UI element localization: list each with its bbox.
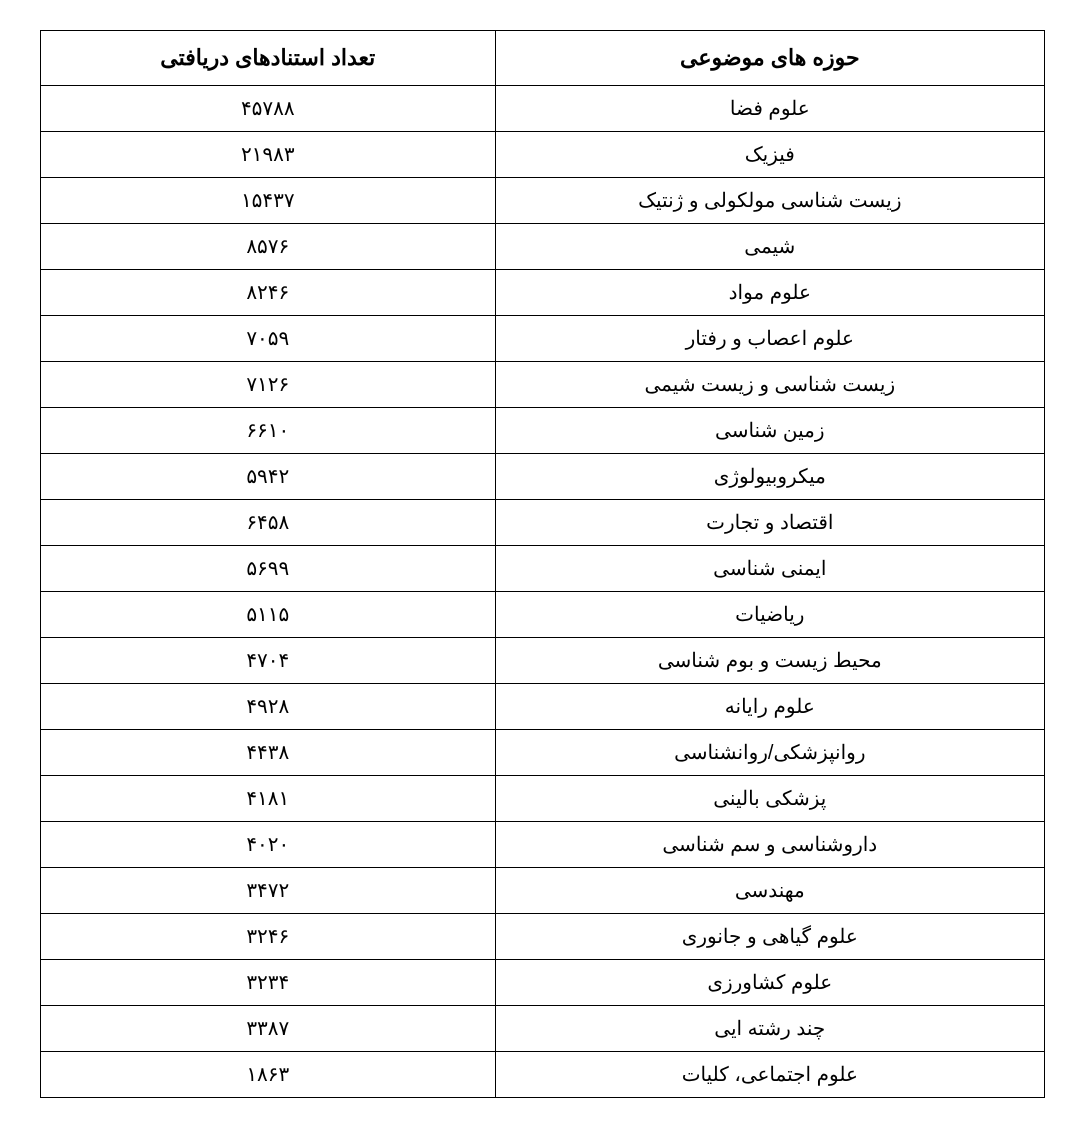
cell-count: ۷۱۲۶ [41, 362, 496, 408]
cell-subject: علوم فضا [495, 86, 1044, 132]
table-body: ۴۵۷۸۸ علوم فضا ۲۱۹۸۳ فیزیک ۱۵۴۳۷ زیست شن… [41, 86, 1045, 1098]
cell-subject: میکروبیولوژی [495, 454, 1044, 500]
cell-count: ۲۱۹۸۳ [41, 132, 496, 178]
cell-count: ۴۹۲۸ [41, 684, 496, 730]
cell-count: ۴۴۳۸ [41, 730, 496, 776]
table-row: ۳۳۸۷ چند رشته ایی [41, 1006, 1045, 1052]
cell-count: ۷۰۵۹ [41, 316, 496, 362]
table-row: ۱۸۶۳ علوم اجتماعی، کلیات [41, 1052, 1045, 1098]
cell-count: ۵۶۹۹ [41, 546, 496, 592]
cell-subject: پزشکی بالینی [495, 776, 1044, 822]
cell-subject: علوم اعصاب و رفتار [495, 316, 1044, 362]
cell-subject: زمین شناسی [495, 408, 1044, 454]
cell-subject: علوم کشاورزی [495, 960, 1044, 1006]
cell-count: ۴۵۷۸۸ [41, 86, 496, 132]
table-row: ۷۱۲۶ زیست شناسی و زیست شیمی [41, 362, 1045, 408]
cell-count: ۴۷۰۴ [41, 638, 496, 684]
cell-count: ۳۲۴۶ [41, 914, 496, 960]
cell-count: ۸۲۴۶ [41, 270, 496, 316]
table-row: ۳۲۳۴ علوم کشاورزی [41, 960, 1045, 1006]
cell-subject: چند رشته ایی [495, 1006, 1044, 1052]
header-subject: حوزه های موضوعی [495, 31, 1044, 86]
table-row: ۴۰۲۰ داروشناسی و سم شناسی [41, 822, 1045, 868]
cell-count: ۴۱۸۱ [41, 776, 496, 822]
table-row: ۱۵۴۳۷ زیست شناسی مولکولی و ژنتیک [41, 178, 1045, 224]
table-row: ۳۲۴۶ علوم گیاهی و جانوری [41, 914, 1045, 960]
table-row: ۸۲۴۶ علوم مواد [41, 270, 1045, 316]
cell-subject: محیط زیست و بوم شناسی [495, 638, 1044, 684]
header-count: تعداد استنادهای دریافتی [41, 31, 496, 86]
cell-count: ۶۶۱۰ [41, 408, 496, 454]
cell-count: ۵۱۱۵ [41, 592, 496, 638]
table-row: ۵۱۱۵ ریاضیات [41, 592, 1045, 638]
cell-count: ۸۵۷۶ [41, 224, 496, 270]
cell-subject: اقتصاد و تجارت [495, 500, 1044, 546]
cell-subject: مهندسی [495, 868, 1044, 914]
cell-subject: شیمی [495, 224, 1044, 270]
cell-subject: علوم اجتماعی، کلیات [495, 1052, 1044, 1098]
table-row: ۴۹۲۸ علوم رایانه [41, 684, 1045, 730]
cell-count: ۳۳۸۷ [41, 1006, 496, 1052]
cell-subject: ریاضیات [495, 592, 1044, 638]
cell-subject: علوم رایانه [495, 684, 1044, 730]
cell-count: ۱۸۶۳ [41, 1052, 496, 1098]
table-row: ۴۴۳۸ روانپزشکی/روانشناسی [41, 730, 1045, 776]
citations-table: تعداد استنادهای دریافتی حوزه های موضوعی … [40, 30, 1045, 1098]
cell-subject: علوم مواد [495, 270, 1044, 316]
cell-count: ۳۴۷۲ [41, 868, 496, 914]
cell-count: ۳۲۳۴ [41, 960, 496, 1006]
table-row: ۴۷۰۴ محیط زیست و بوم شناسی [41, 638, 1045, 684]
cell-subject: علوم گیاهی و جانوری [495, 914, 1044, 960]
table-row: ۶۶۱۰ زمین شناسی [41, 408, 1045, 454]
cell-subject: زیست شناسی و زیست شیمی [495, 362, 1044, 408]
table-row: ۵۶۹۹ ایمنی شناسی [41, 546, 1045, 592]
table-row: ۴۱۸۱ پزشکی بالینی [41, 776, 1045, 822]
table-row: ۷۰۵۹ علوم اعصاب و رفتار [41, 316, 1045, 362]
cell-subject: داروشناسی و سم شناسی [495, 822, 1044, 868]
cell-count: ۵۹۴۲ [41, 454, 496, 500]
cell-subject: فیزیک [495, 132, 1044, 178]
table-row: ۵۹۴۲ میکروبیولوژی [41, 454, 1045, 500]
table-row: ۳۴۷۲ مهندسی [41, 868, 1045, 914]
table-row: ۴۵۷۸۸ علوم فضا [41, 86, 1045, 132]
table-row: ۶۴۵۸ اقتصاد و تجارت [41, 500, 1045, 546]
table-row: ۸۵۷۶ شیمی [41, 224, 1045, 270]
cell-subject: روانپزشکی/روانشناسی [495, 730, 1044, 776]
table-row: ۲۱۹۸۳ فیزیک [41, 132, 1045, 178]
cell-count: ۱۵۴۳۷ [41, 178, 496, 224]
table-header-row: تعداد استنادهای دریافتی حوزه های موضوعی [41, 31, 1045, 86]
cell-subject: ایمنی شناسی [495, 546, 1044, 592]
cell-count: ۴۰۲۰ [41, 822, 496, 868]
cell-subject: زیست شناسی مولکولی و ژنتیک [495, 178, 1044, 224]
cell-count: ۶۴۵۸ [41, 500, 496, 546]
